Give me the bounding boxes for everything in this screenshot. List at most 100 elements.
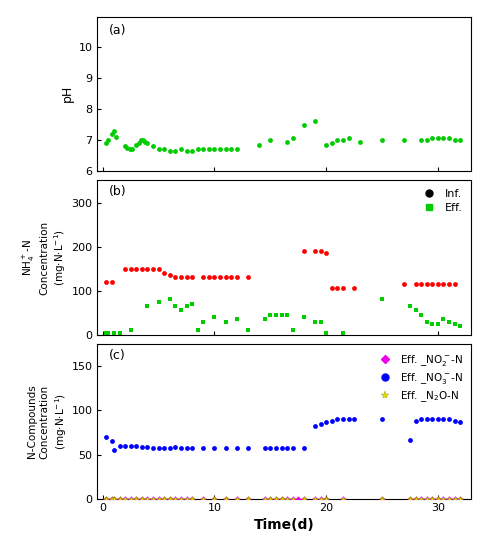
Point bbox=[199, 273, 207, 282]
Point bbox=[244, 494, 252, 503]
Point bbox=[406, 301, 414, 310]
Point bbox=[116, 494, 123, 503]
Point bbox=[429, 319, 436, 328]
Point bbox=[266, 494, 274, 503]
Point bbox=[333, 415, 341, 424]
Point bbox=[322, 140, 330, 149]
Point bbox=[143, 494, 151, 503]
Point bbox=[295, 494, 302, 503]
Point bbox=[451, 136, 459, 145]
Point bbox=[434, 134, 442, 143]
Point bbox=[149, 264, 157, 273]
Point bbox=[188, 300, 196, 309]
Point bbox=[300, 312, 308, 321]
Point bbox=[183, 301, 191, 310]
Point bbox=[172, 443, 179, 452]
Point bbox=[445, 317, 453, 326]
Point bbox=[278, 310, 285, 319]
Point bbox=[345, 415, 352, 424]
Point bbox=[102, 494, 110, 503]
Point bbox=[143, 443, 151, 452]
Point bbox=[112, 132, 120, 141]
Point bbox=[283, 310, 291, 319]
Point bbox=[406, 435, 414, 444]
Point bbox=[227, 273, 235, 282]
Point bbox=[233, 494, 241, 503]
Point bbox=[227, 145, 235, 153]
Point bbox=[423, 280, 431, 289]
Point bbox=[199, 494, 207, 503]
Point bbox=[116, 442, 123, 450]
Point bbox=[311, 422, 319, 431]
Point bbox=[378, 494, 386, 503]
Point bbox=[456, 494, 464, 503]
Point bbox=[283, 494, 291, 503]
Point bbox=[127, 326, 135, 335]
Point bbox=[172, 273, 179, 282]
Point bbox=[300, 120, 308, 129]
Point bbox=[289, 494, 296, 503]
Point bbox=[160, 269, 168, 278]
Point bbox=[451, 280, 459, 289]
Point bbox=[350, 415, 358, 424]
Point bbox=[188, 494, 196, 503]
Point bbox=[188, 444, 196, 453]
Point bbox=[400, 280, 408, 289]
Text: (c): (c) bbox=[108, 349, 125, 362]
Point bbox=[127, 494, 135, 503]
Point bbox=[406, 494, 414, 503]
Point bbox=[132, 264, 140, 273]
Point bbox=[445, 494, 453, 503]
Point bbox=[322, 328, 330, 337]
Point bbox=[155, 494, 162, 503]
Point bbox=[322, 249, 330, 258]
Point bbox=[121, 442, 129, 450]
Point bbox=[102, 433, 110, 442]
Point bbox=[451, 494, 459, 503]
Point bbox=[417, 494, 425, 503]
Point bbox=[199, 494, 207, 503]
Point bbox=[429, 280, 436, 289]
Point bbox=[138, 264, 146, 273]
Point bbox=[440, 415, 448, 424]
Point bbox=[149, 444, 157, 453]
Point bbox=[244, 273, 252, 282]
Point bbox=[138, 494, 146, 503]
Point bbox=[283, 494, 291, 503]
Point bbox=[188, 494, 196, 503]
Point bbox=[423, 494, 431, 503]
Point bbox=[155, 264, 162, 273]
Point bbox=[339, 415, 347, 424]
Point bbox=[440, 494, 448, 503]
Point bbox=[149, 142, 157, 151]
Point bbox=[244, 326, 252, 335]
Point bbox=[108, 437, 116, 446]
Point bbox=[210, 145, 218, 153]
Y-axis label: N-Compounds
Concentration
(mg$\cdot$N$\cdot$L$^{-1}$): N-Compounds Concentration (mg$\cdot$N$\c… bbox=[27, 384, 69, 459]
Point bbox=[210, 312, 218, 321]
Point bbox=[283, 137, 291, 146]
Point bbox=[328, 138, 336, 147]
Point bbox=[350, 284, 358, 293]
Point bbox=[143, 138, 151, 147]
Point bbox=[412, 417, 419, 425]
Point bbox=[278, 494, 285, 503]
Y-axis label: pH: pH bbox=[61, 85, 74, 102]
Point bbox=[177, 494, 185, 503]
Point bbox=[412, 280, 419, 289]
Point bbox=[110, 328, 118, 337]
Point bbox=[177, 494, 185, 503]
Point bbox=[121, 494, 129, 503]
Point bbox=[317, 247, 325, 255]
Legend: Inf., Eff.: Inf., Eff. bbox=[415, 186, 466, 216]
Point bbox=[160, 494, 168, 503]
Point bbox=[138, 494, 146, 503]
Point bbox=[104, 328, 112, 337]
Point bbox=[434, 494, 442, 503]
Point bbox=[135, 138, 142, 147]
Point bbox=[456, 418, 464, 427]
Point bbox=[317, 494, 325, 503]
Point bbox=[429, 415, 436, 424]
Point bbox=[108, 494, 116, 503]
Point bbox=[183, 494, 191, 503]
